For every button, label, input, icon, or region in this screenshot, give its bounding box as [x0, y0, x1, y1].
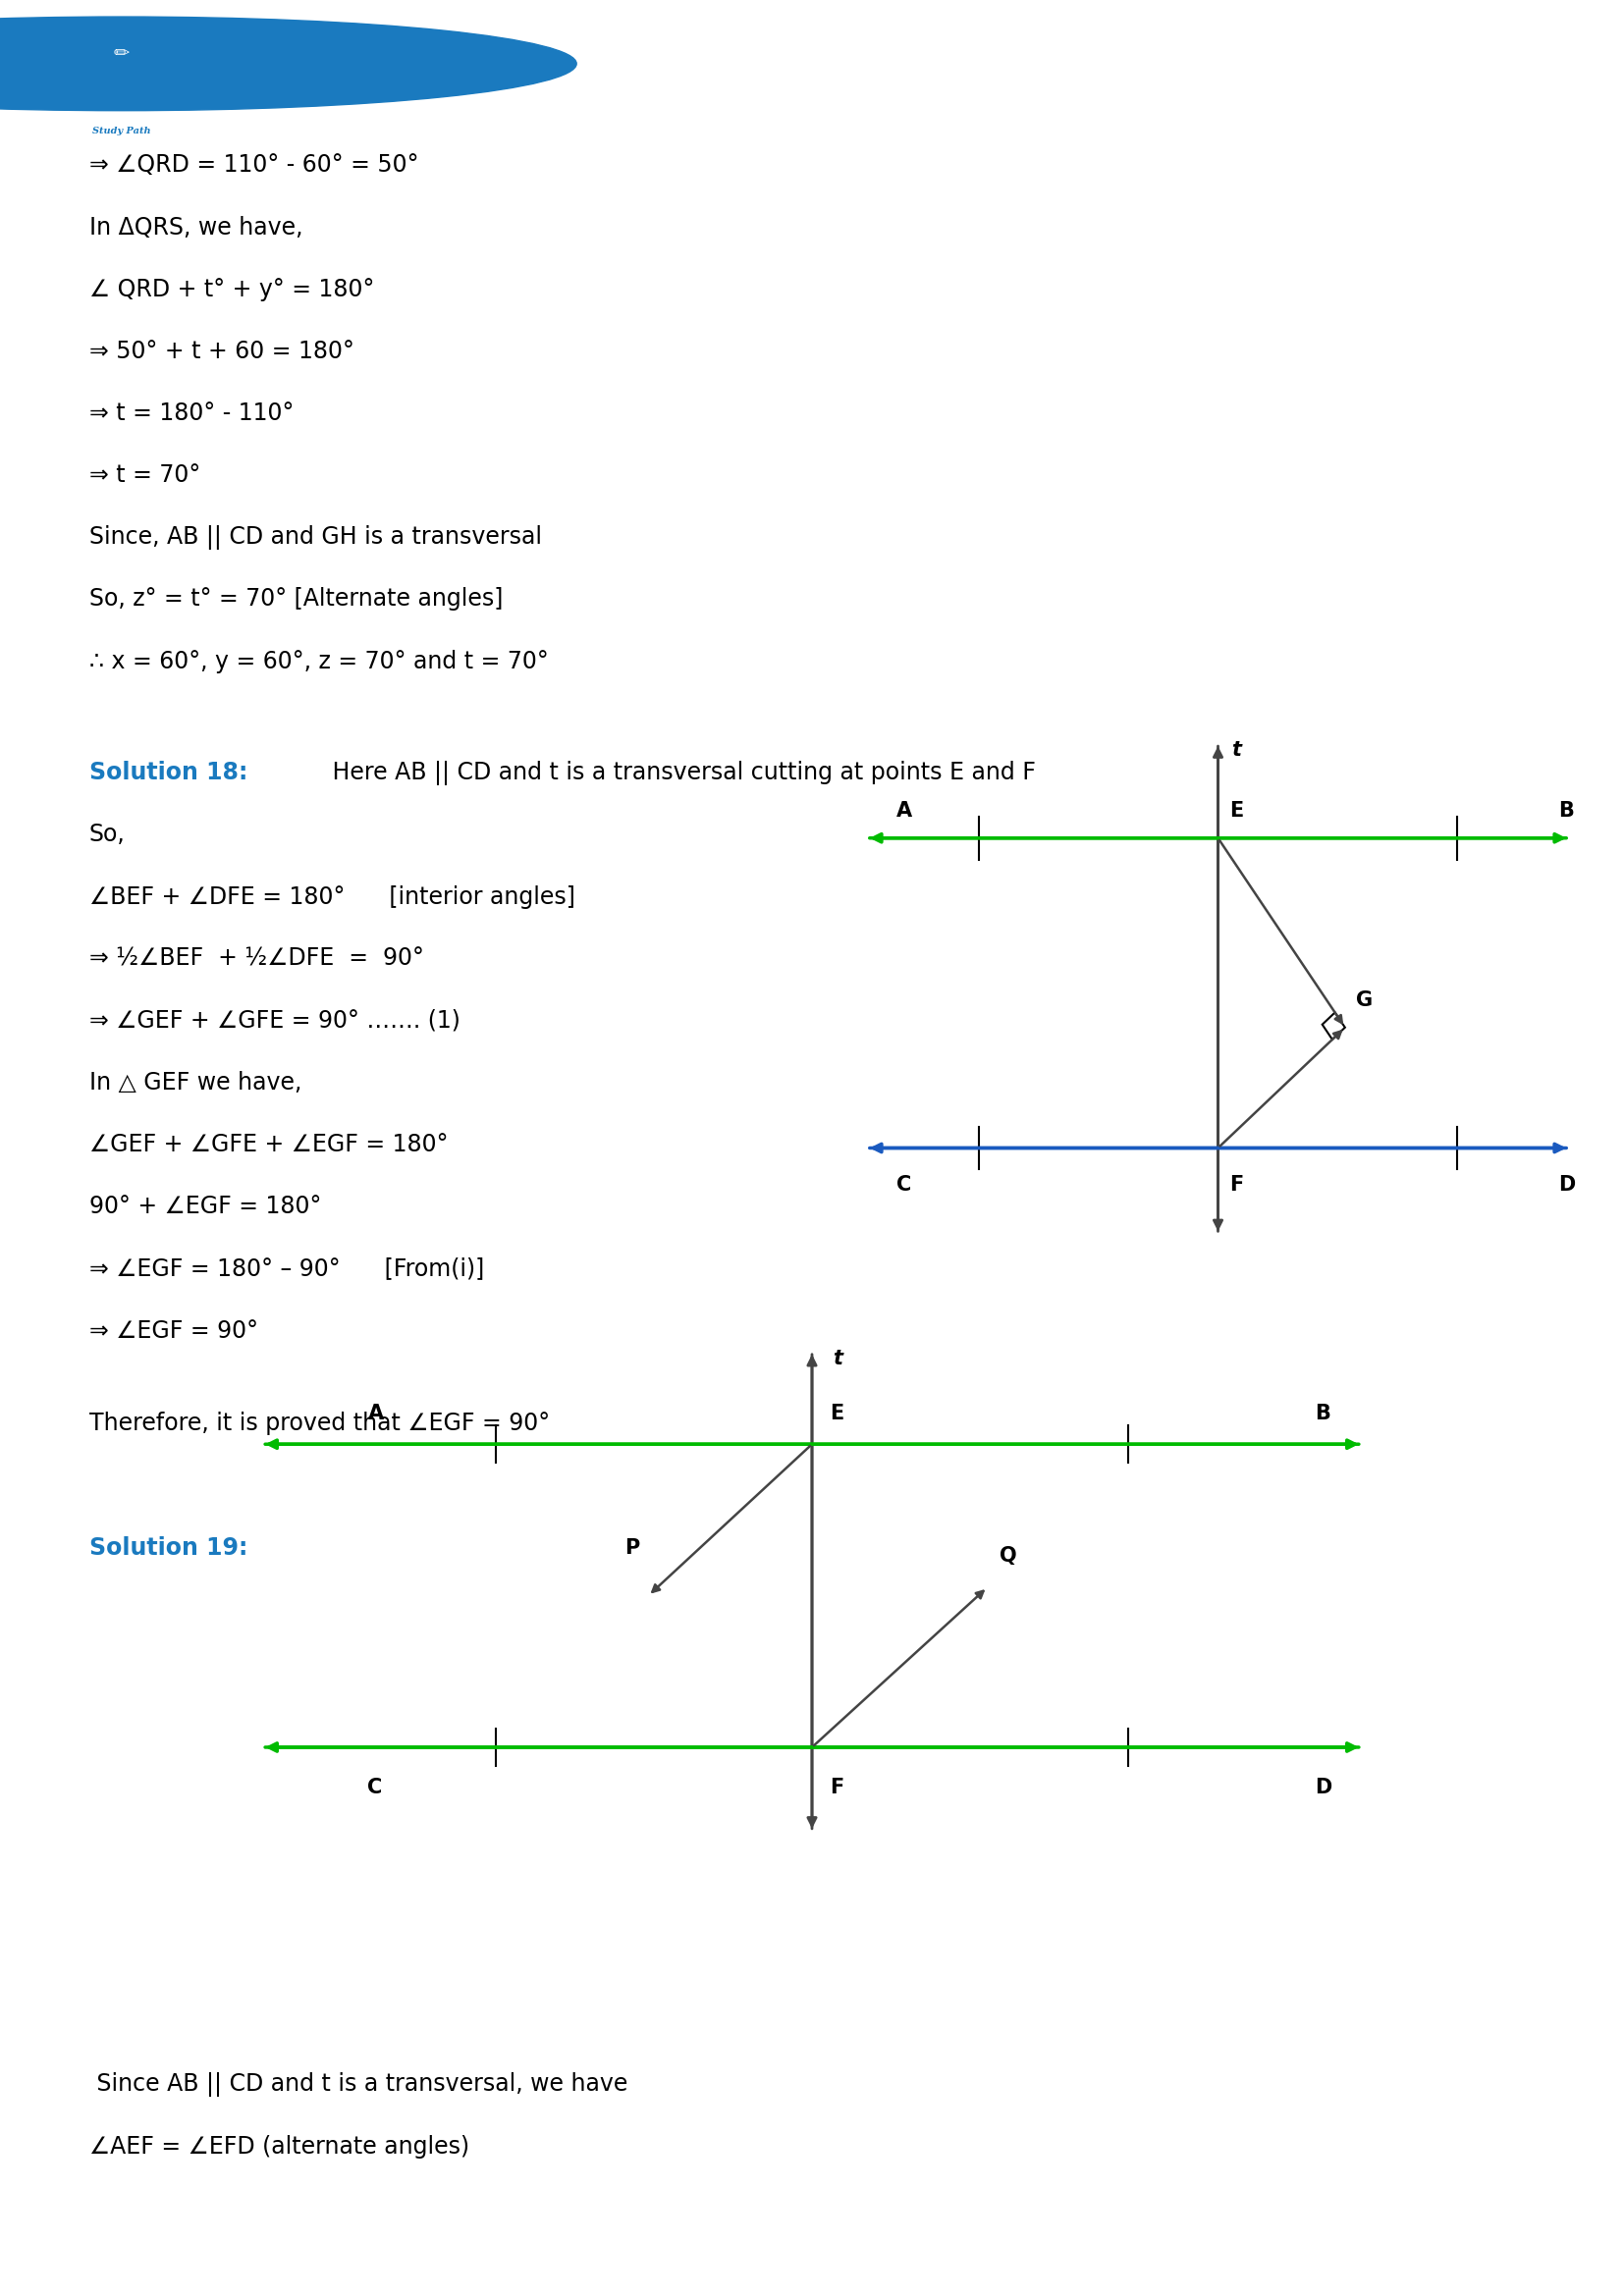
Text: Therefore, it is proved that ∠EGF = 90°: Therefore, it is proved that ∠EGF = 90°: [89, 1412, 551, 1435]
Text: C: C: [896, 1176, 911, 1194]
Text: ∴ x = 60°, y = 60°, z = 70° and t = 70°: ∴ x = 60°, y = 60°, z = 70° and t = 70°: [89, 650, 549, 673]
Text: C: C: [367, 1777, 383, 1798]
Text: Class - 9: Class - 9: [760, 23, 864, 44]
Text: So,: So,: [89, 822, 125, 847]
Text: E: E: [830, 1403, 843, 1424]
Text: t: t: [833, 1348, 843, 1368]
Text: D: D: [1315, 1777, 1332, 1798]
Text: t: t: [1231, 742, 1241, 760]
Text: Chapter 7: Lines and Angles: Chapter 7: Lines and Angles: [640, 126, 984, 149]
Text: ⇒ t = 180° - 110°: ⇒ t = 180° - 110°: [89, 402, 294, 425]
Text: 90° + ∠EGF = 180°: 90° + ∠EGF = 180°: [89, 1194, 322, 1219]
Text: Solution 19:: Solution 19:: [89, 1536, 248, 1559]
Text: Q: Q: [999, 1545, 1017, 1566]
Text: ⇒ ∠EGF = 90°: ⇒ ∠EGF = 90°: [89, 1318, 258, 1343]
Text: ⇒ ∠QRD = 110° - 60° = 50°: ⇒ ∠QRD = 110° - 60° = 50°: [89, 154, 419, 177]
Text: Here AB || CD and t is a transversal cutting at points E and F: Here AB || CD and t is a transversal cut…: [325, 760, 1036, 785]
Text: ∠GEF + ∠GFE + ∠EGF = 180°: ∠GEF + ∠GFE + ∠EGF = 180°: [89, 1132, 448, 1157]
Text: P: P: [625, 1538, 640, 1557]
Text: In △ GEF we have,: In △ GEF we have,: [89, 1070, 302, 1095]
Circle shape: [0, 16, 577, 110]
Text: RS Aggarwal Solutions: RS Aggarwal Solutions: [664, 71, 960, 96]
Text: G: G: [1356, 990, 1372, 1010]
Text: ⇒ ∠EGF = 180° – 90°      [From(i)]: ⇒ ∠EGF = 180° – 90° [From(i)]: [89, 1256, 484, 1281]
Text: A: A: [367, 1403, 383, 1424]
Text: F: F: [830, 1777, 843, 1798]
Text: Since AB || CD and t is a transversal, we have: Since AB || CD and t is a transversal, w…: [89, 2073, 628, 2096]
Text: ⇒ t = 70°: ⇒ t = 70°: [89, 464, 200, 487]
Text: E: E: [1229, 801, 1244, 820]
Text: Solution 18:: Solution 18:: [89, 760, 248, 785]
Text: Page 13 of 16: Page 13 of 16: [739, 2252, 885, 2271]
Text: F: F: [1229, 1176, 1244, 1194]
Text: ✏: ✏: [114, 44, 130, 62]
Text: ∠ QRD + t° + y° = 180°: ∠ QRD + t° + y° = 180°: [89, 278, 375, 301]
Text: ⇒ ∠GEF + ∠GFE = 90° ……. (1): ⇒ ∠GEF + ∠GFE = 90° ……. (1): [89, 1008, 460, 1033]
Text: Since, AB || CD and GH is a transversal: Since, AB || CD and GH is a transversal: [89, 526, 542, 549]
Text: A: A: [896, 801, 913, 820]
Ellipse shape: [32, 7, 211, 154]
Text: ∠AEF = ∠EFD (alternate angles): ∠AEF = ∠EFD (alternate angles): [89, 2135, 469, 2158]
Text: D: D: [1557, 1176, 1575, 1194]
Text: ⇒ ½∠BEF  + ½∠DFE  =  90°: ⇒ ½∠BEF + ½∠DFE = 90°: [89, 946, 424, 971]
Text: B: B: [1315, 1403, 1330, 1424]
Text: Study Path: Study Path: [93, 126, 151, 135]
Text: In ΔQRS, we have,: In ΔQRS, we have,: [89, 216, 302, 239]
Text: ⇒ 50° + t + 60 = 180°: ⇒ 50° + t + 60 = 180°: [89, 340, 354, 363]
Text: So, z° = t° = 70° [Alternate angles]: So, z° = t° = 70° [Alternate angles]: [89, 588, 503, 611]
Text: ∠BEF + ∠DFE = 180°      [interior angles]: ∠BEF + ∠DFE = 180° [interior angles]: [89, 884, 575, 909]
Text: B: B: [1557, 801, 1574, 820]
